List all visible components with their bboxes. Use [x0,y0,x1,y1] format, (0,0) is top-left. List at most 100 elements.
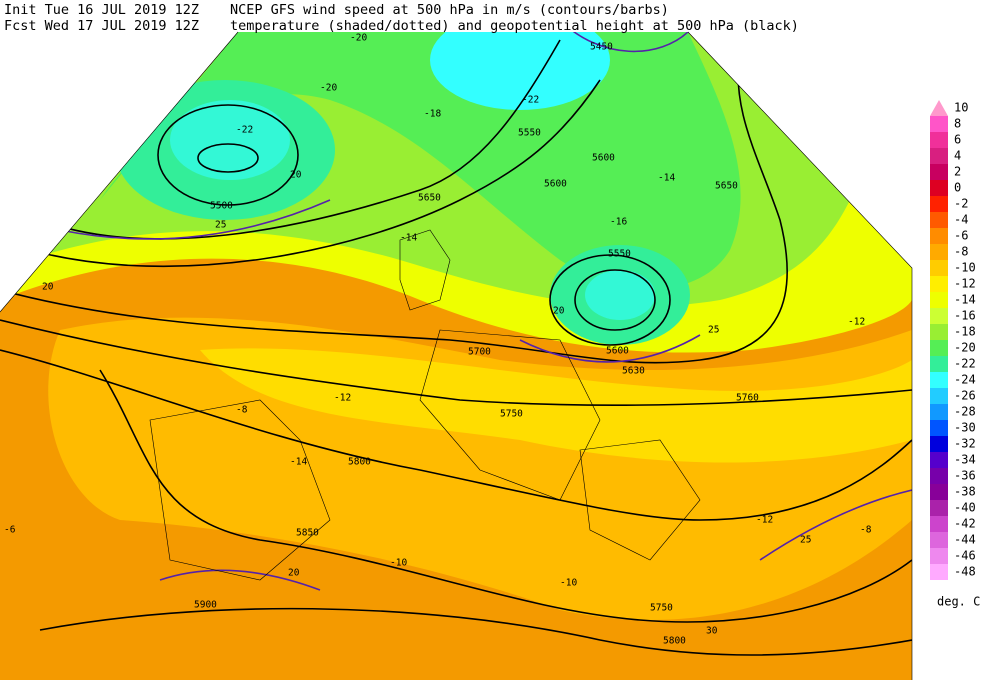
map-label: -18 [424,109,441,120]
colorbar-label: 8 [954,117,961,131]
map-label: 5700 [468,347,491,358]
colorbar-label: -26 [954,389,976,403]
map-label: -20 [350,33,367,44]
map-label: -14 [290,457,307,468]
map-label: 5650 [715,181,738,192]
colorbar-cell [930,436,948,452]
colorbar-cell [930,148,948,164]
map-label: -14 [400,233,417,244]
colorbar-cell [930,196,948,212]
colorbar-arrow [930,100,948,116]
colorbar-label: -30 [954,421,976,435]
map-label: -10 [560,578,577,589]
map-label: 5900 [194,600,217,611]
colorbar-cell [930,404,948,420]
map-label: 5760 [736,393,759,404]
colorbar-label: -20 [954,341,976,355]
map-label: -12 [756,515,773,526]
colorbar-cell [930,468,948,484]
map-label: -16 [610,217,627,228]
colorbar-cell [930,308,948,324]
colorbar-cell [930,516,948,532]
map-label: -10 [390,558,407,569]
colorbar-label: -40 [954,501,976,515]
colorbar-label: -2 [954,197,968,211]
header-subtitle: temperature (shaded/dotted) and geopoten… [230,18,799,34]
colorbar-cell [930,132,948,148]
map-label: 20 [288,568,300,579]
colorbar-cell [930,548,948,564]
map-label: -22 [522,95,539,106]
colorbar-label: -28 [954,405,976,419]
colorbar-cell [930,276,948,292]
colorbar-cell [930,324,948,340]
map-label: 30 [706,626,718,637]
colorbar-label: -10 [954,261,976,275]
map-label: 5630 [622,366,645,377]
map-label: 20 [42,282,54,293]
colorbar-cell [930,228,948,244]
colorbar-label: -34 [954,453,976,467]
colorbar-cell [930,372,948,388]
colorbar-cell [930,500,948,516]
map-label: -12 [848,317,865,328]
colorbar-cell [930,180,948,196]
colorbar-label: -14 [954,293,976,307]
map-label: -6 [4,525,16,536]
colorbar-label: -8 [954,245,968,259]
colorbar-cell [930,532,948,548]
colorbar-label: -48 [954,565,976,579]
map-label: 5800 [348,457,371,468]
colorbar-cell [930,388,948,404]
header-title: NCEP GFS wind speed at 500 hPa in m/s (c… [230,2,669,18]
map-label: -12 [334,393,351,404]
colorbar-cell [930,260,948,276]
colorbar-label: 2 [954,165,961,179]
map-label: 5600 [606,346,629,357]
colorbar-label: -42 [954,517,976,531]
map-label: 5600 [592,153,615,164]
colorbar-cell [930,452,948,468]
colorbar-label: 0 [954,181,961,195]
header-forecast: Fcst Wed 17 JUL 2019 12Z [4,18,199,34]
colorbar-cell [930,564,948,580]
map-label: 5500 [210,201,233,212]
map-label: 5450 [590,42,613,53]
colorbar-cell [930,356,948,372]
colorbar-label: -32 [954,437,976,451]
map-label: -8 [860,525,872,536]
colorbar-cell [930,164,948,180]
map-label: 25 [800,535,811,546]
colorbar-unit: deg. C [937,595,980,609]
colorbar-cell [930,212,948,228]
colorbar-cell [930,116,948,132]
colorbar-label: -44 [954,533,976,547]
map-label: 5550 [608,249,631,260]
map-label: 5600 [544,179,567,190]
map-label: 5800 [663,636,686,647]
map-label: 25 [215,220,226,231]
map-label: 5550 [518,128,541,139]
colorbar-label: -6 [954,229,968,243]
colorbar-label: -12 [954,277,976,291]
colorbar-label: -22 [954,357,976,371]
colorbar-label: -4 [954,213,968,227]
colorbar-label: -38 [954,485,976,499]
colorbar-label: 6 [954,133,961,147]
colorbar-cell [930,420,948,436]
map-label: 5850 [296,528,319,539]
map-label: -20 [320,83,337,94]
colorbar-label: 10 [954,101,968,115]
map-label: -14 [658,173,675,184]
map-label: -8 [236,405,248,416]
header-init: Init Tue 16 JUL 2019 12Z [4,2,199,18]
colorbar-label: -36 [954,469,976,483]
colorbar-label: -16 [954,309,976,323]
map-label: 5650 [418,193,441,204]
map-label: 25 [708,325,719,336]
map-label: 5750 [650,603,673,614]
colorbar-cell [930,340,948,356]
